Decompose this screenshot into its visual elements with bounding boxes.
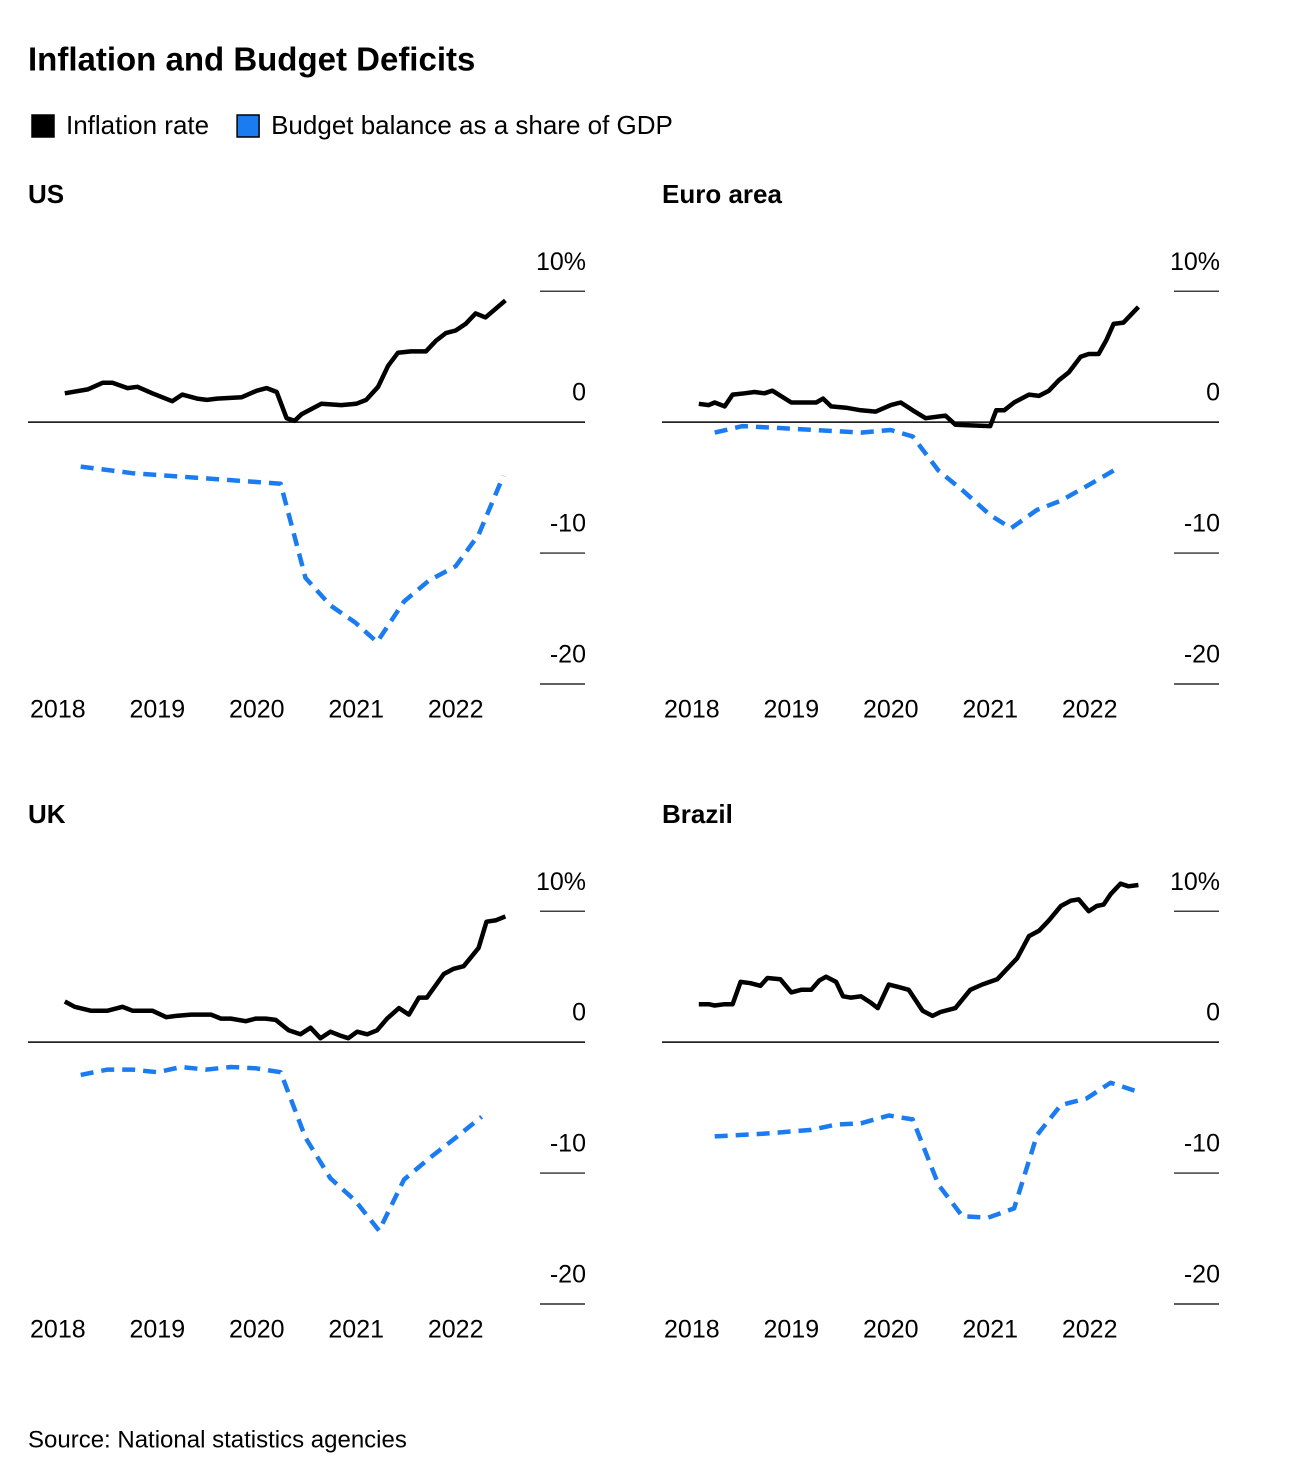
budget-line — [714, 423, 1115, 531]
x-tick-label: 2021 — [962, 696, 1018, 724]
x-tick-label: 2020 — [863, 1316, 919, 1344]
y-tick-label: 0 — [1206, 379, 1220, 407]
y-tick-label: 10% — [536, 868, 586, 896]
y-tick-label: -10 — [1184, 1130, 1220, 1158]
y-tick-label: -10 — [1184, 510, 1220, 538]
x-tick-label: 2021 — [328, 1316, 384, 1344]
inflation-line — [63, 914, 507, 1041]
y-tick-label: -10 — [550, 510, 586, 538]
legend-label: Inflation rate — [66, 110, 209, 140]
source: Source: National statistics agencies — [28, 1426, 407, 1453]
y-tick-label: 0 — [572, 379, 586, 407]
x-tick-label: 2019 — [763, 696, 819, 724]
y-tick-label: 0 — [572, 999, 586, 1027]
y-tick-label: 0 — [1206, 999, 1220, 1027]
x-tick-label: 2019 — [763, 1316, 819, 1344]
inflation-line — [698, 305, 1141, 429]
inflation-line — [64, 298, 507, 424]
x-tick-label: 2022 — [1062, 696, 1118, 724]
panel-title: Euro area — [662, 179, 782, 209]
budget-line — [80, 464, 506, 645]
y-tick-label: -10 — [550, 1130, 586, 1158]
x-tick-label: 2020 — [863, 696, 919, 724]
y-tick-label: 10% — [1170, 248, 1220, 276]
legend-swatch — [31, 114, 55, 138]
x-tick-label: 2018 — [664, 1316, 720, 1344]
panel-title: US — [28, 179, 64, 209]
x-tick-label: 2021 — [328, 696, 384, 724]
x-tick-label: 2018 — [30, 696, 86, 724]
y-tick-label: -20 — [1184, 641, 1220, 669]
panel-title: Brazil — [662, 799, 733, 829]
x-tick-label: 2018 — [664, 696, 720, 724]
x-tick-label: 2020 — [229, 1316, 285, 1344]
x-tick-label: 2021 — [962, 1316, 1018, 1344]
x-tick-label: 2018 — [30, 1316, 86, 1344]
x-tick-label: 2022 — [1062, 1316, 1118, 1344]
y-tick-label: -20 — [550, 1261, 586, 1289]
inflation-line — [698, 881, 1139, 1019]
budget-line — [714, 1080, 1140, 1220]
y-tick-label: 10% — [536, 248, 586, 276]
panel-title: UK — [28, 799, 66, 829]
x-tick-label: 2019 — [129, 1316, 185, 1344]
x-tick-label: 2022 — [428, 696, 484, 724]
y-tick-label: -20 — [550, 641, 586, 669]
y-tick-label: -20 — [1184, 1261, 1220, 1289]
budget-line — [80, 1064, 484, 1233]
y-tick-label: 10% — [1170, 868, 1220, 896]
x-tick-label: 2022 — [428, 1316, 484, 1344]
legend-swatch — [236, 114, 260, 138]
legend-label: Budget balance as a share of GDP — [271, 110, 673, 140]
x-tick-label: 2020 — [229, 696, 285, 724]
x-tick-label: 2019 — [129, 696, 185, 724]
page-title: Inflation and Budget Deficits — [28, 41, 475, 78]
